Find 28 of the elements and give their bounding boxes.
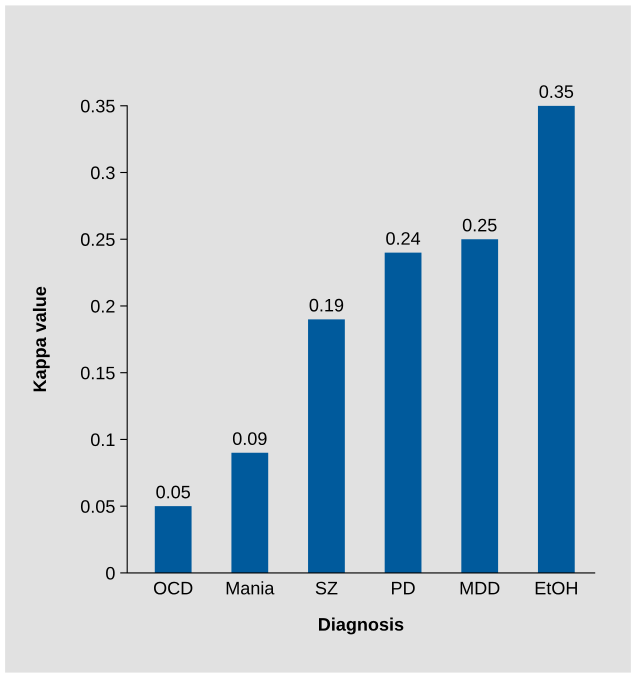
data-label: 0.09 (232, 432, 267, 446)
y-tick-label: 0.2 (91, 300, 114, 313)
y-tick-label: 0.3 (91, 166, 115, 180)
x-tick-label: Mania (226, 581, 274, 595)
y-tick-label: 0.15 (80, 366, 115, 380)
y-tick-label: 0.05 (80, 500, 115, 513)
bar (154, 506, 192, 573)
data-label: 0.19 (310, 298, 344, 312)
y-tick-label: 0.25 (80, 233, 115, 246)
y-tick-label: 0 (106, 566, 115, 580)
bar (538, 106, 575, 573)
bar (384, 252, 422, 573)
data-label: 0.24 (386, 232, 420, 245)
x-tick-label: SZ (316, 582, 338, 595)
data-label: 0.35 (539, 85, 574, 98)
x-axis-title: Diagnosis (319, 618, 404, 634)
y-axis-title: Kappa value (32, 286, 50, 392)
y-tick-label: 0.1 (91, 433, 115, 446)
bar (308, 319, 345, 573)
bar (461, 239, 498, 573)
bar (231, 452, 268, 573)
x-tick-label: MDD (460, 582, 500, 594)
data-label: 0.25 (462, 218, 497, 232)
x-tick-label: PD (392, 582, 415, 594)
x-tick-label: EtOH (536, 582, 577, 595)
x-tick-label: OCD (154, 582, 192, 595)
data-label: 0.05 (156, 486, 190, 498)
y-tick-label: 0.35 (80, 100, 115, 112)
